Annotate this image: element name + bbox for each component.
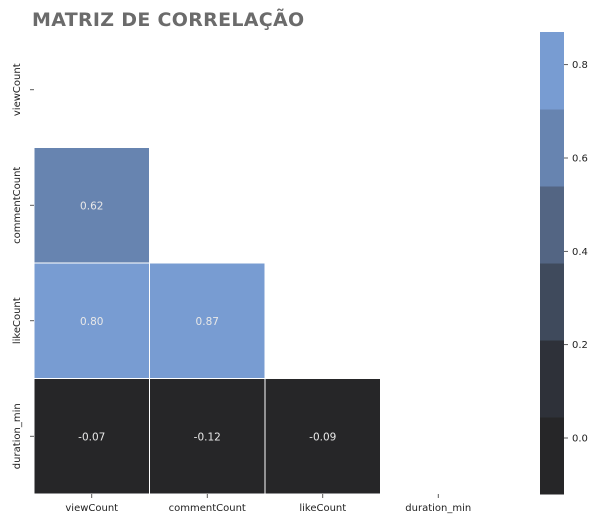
colorbar-band	[540, 340, 564, 418]
colorbar-band	[540, 186, 564, 264]
colorbar-tick-label: 0.6	[572, 154, 588, 165]
x-axis-tick-labels: viewCount commentCount likeCount duration_m…	[65, 494, 471, 514]
heatmap-cell-label: 0.80	[80, 316, 103, 328]
colorbar-tick-label: 0.8	[572, 60, 588, 71]
x-tick-label-likeCount: likeCount	[299, 503, 346, 514]
colorbar-tick-label: 0.2	[572, 340, 588, 351]
heatmap-cell-label: -0.09	[309, 431, 336, 443]
x-tick-label-duration_min: duration_min	[405, 503, 471, 514]
heatmap-cell-label: 0.62	[80, 200, 103, 212]
heatmap-cell-duration_min-viewCount	[33, 378, 150, 495]
colorbar-tick-label: 0.4	[572, 247, 588, 258]
colorbar-band	[540, 417, 564, 495]
colorbar-band	[540, 32, 564, 110]
y-tick-label-duration_min: duration_min	[12, 403, 23, 469]
heatmap-cell-commentCount-viewCount	[33, 147, 150, 264]
heatmap-cell-label: 0.87	[196, 316, 219, 328]
heatmap-cell-duration_min-likeCount	[264, 378, 381, 495]
heatmap-cells: 0.62 0.80 0.87 -0.07 -0.12 -0.09	[33, 147, 381, 495]
colorbar-band	[540, 109, 564, 187]
x-tick-label-commentCount: commentCount	[169, 503, 246, 514]
colorbar-tick-label: 0.0	[572, 434, 588, 445]
colorbar-band	[540, 263, 564, 341]
colorbar: 0.0 0.2 0.4 0.6 0.8	[540, 32, 588, 495]
y-tick-label-likeCount: likeCount	[12, 297, 23, 344]
y-tick-label-viewCount: viewCount	[12, 63, 23, 116]
heatmap-cell-likeCount-viewCount	[33, 262, 150, 379]
heatmap-cell-label: -0.12	[194, 431, 221, 443]
x-tick-label-viewCount: viewCount	[65, 503, 118, 514]
y-tick-label-commentCount: commentCount	[12, 167, 23, 244]
heatmap-cell-duration_min-commentCount	[149, 378, 266, 495]
y-axis-tick-labels: viewCount commentCount likeCount duration_m…	[12, 63, 34, 469]
heatmap-cell-label: -0.07	[78, 431, 105, 443]
heatmap-cell-likeCount-commentCount	[149, 262, 266, 379]
chart-title: MATRIZ DE CORRELAÇÃO	[32, 7, 305, 31]
